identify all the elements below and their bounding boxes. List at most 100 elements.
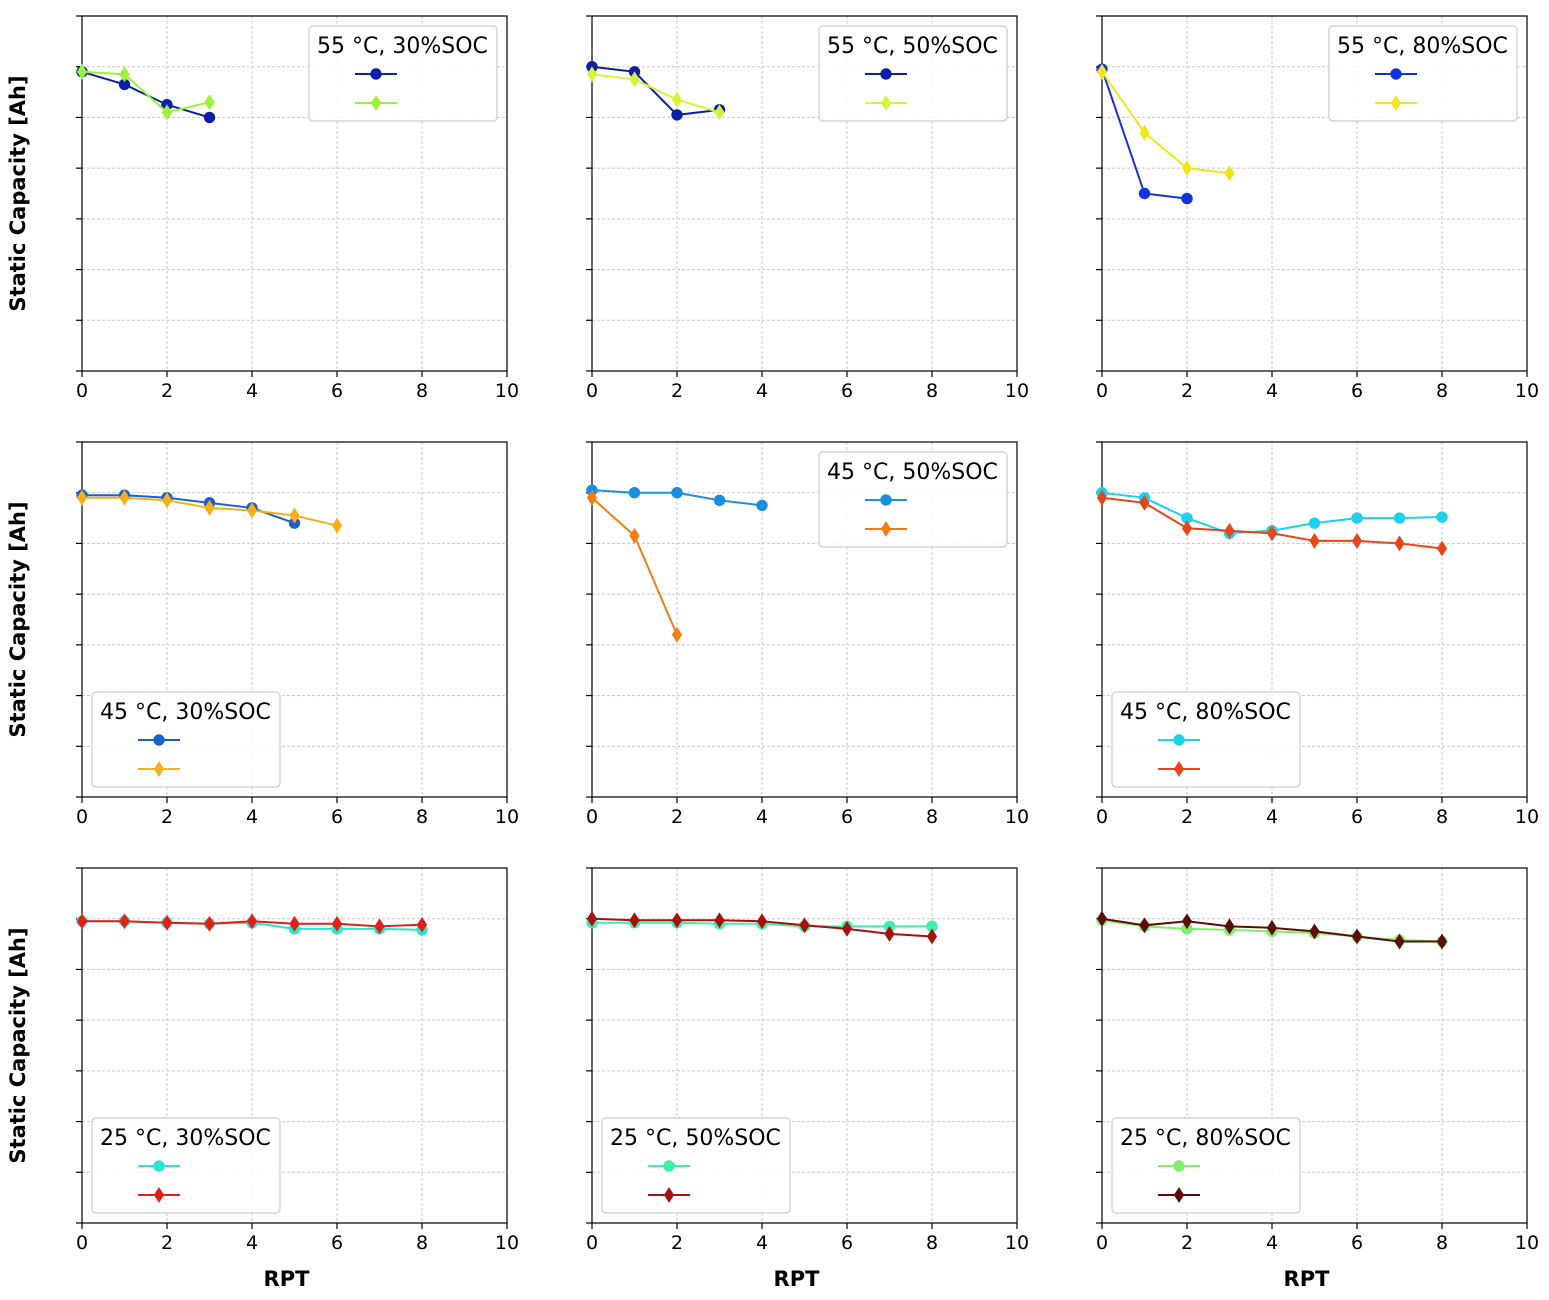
x-tick-label: 2	[671, 806, 683, 828]
x-tick-label: 10	[1005, 1232, 1029, 1254]
x-tick-label: 0	[76, 1232, 88, 1254]
data-point	[289, 915, 300, 932]
data-point	[246, 913, 258, 930]
data-point	[1139, 124, 1150, 141]
x-tick-label: 2	[1181, 806, 1193, 828]
legend-box	[308, 25, 498, 122]
x-tick-label: 4	[756, 1232, 768, 1254]
plot-frame	[81, 441, 508, 798]
x-tick-label: 6	[1351, 380, 1363, 402]
x-tick-label: 4	[1266, 806, 1278, 828]
data-point	[629, 527, 640, 544]
x-tick-label: 10	[1515, 380, 1539, 402]
data-point	[1436, 540, 1448, 557]
data-point	[1139, 917, 1150, 934]
data-point	[586, 66, 598, 83]
data-point	[1096, 489, 1108, 506]
x-tick-label: 2	[1181, 1232, 1193, 1254]
legend-box	[601, 1117, 791, 1214]
x-tick-label: 10	[1515, 806, 1539, 828]
data-point	[1096, 910, 1108, 927]
x-tick-label: 0	[586, 1232, 598, 1254]
x-tick-label: 2	[161, 380, 173, 402]
subplot-4: 0 2 4 6 8 10 Static Capacity [Ah] 45 °C, 30%SOC	[6, 441, 519, 828]
legend: 25 °C, 50%SOC	[601, 1117, 791, 1214]
x-tick-label: 10	[1005, 806, 1029, 828]
x-tick-label: 4	[246, 380, 258, 402]
x-tick-label: 0	[586, 806, 598, 828]
x-tick-label: 2	[1181, 380, 1193, 402]
legend-marker	[1173, 1187, 1185, 1203]
series-line-2	[591, 497, 678, 636]
data-point	[246, 502, 258, 519]
plot-frame	[591, 15, 1018, 372]
subplot-9: 0 2 4 6 8 10 RPT 25 °C, 80%SOC	[1096, 867, 1539, 1291]
x-tick-label: 0	[1096, 806, 1108, 828]
data-point	[416, 916, 428, 933]
legend-box	[1111, 691, 1301, 788]
subplot-6: 0 2 4 6 8 10 45 °C, 80%SOC	[1096, 441, 1539, 828]
x-axis-label: RPT	[264, 1267, 311, 1291]
series-line-2	[81, 70, 210, 114]
legend-marker	[1173, 1160, 1185, 1172]
x-tick-label: 8	[926, 1232, 938, 1254]
legend-title: 25 °C, 50%SOC	[610, 1126, 781, 1151]
legend-title: 25 °C, 80%SOC	[1120, 1126, 1291, 1151]
data-point	[628, 487, 641, 499]
data-point	[331, 915, 343, 932]
legend-box	[818, 451, 1008, 548]
x-tick-label: 0	[76, 380, 88, 402]
x-tick-label: 4	[246, 806, 258, 828]
data-point	[1393, 512, 1406, 524]
legend-marker	[1173, 734, 1185, 746]
plot-frame	[591, 441, 1018, 798]
data-point	[714, 912, 725, 929]
data-point	[1181, 192, 1193, 205]
data-point	[161, 104, 173, 121]
subplot-5: 0 2 4 6 8 10 45 °C, 50%SOC	[586, 441, 1029, 828]
x-tick-label: 4	[756, 380, 768, 402]
subplot-1: 0 2 4 6 8 10 Static Capacity [Ah] 55 °C, 30%SOC	[6, 15, 519, 402]
x-tick-label: 4	[246, 1232, 258, 1254]
data-point	[884, 926, 895, 942]
data-point	[1351, 928, 1363, 945]
x-tick-label: 4	[756, 806, 768, 828]
x-tick-label: 6	[1351, 806, 1363, 828]
x-tick-label: 8	[926, 806, 938, 828]
legend-box	[1111, 1117, 1301, 1214]
legend: 45 °C, 80%SOC	[1111, 691, 1301, 788]
legend-marker	[153, 734, 165, 746]
legend-marker	[1173, 761, 1185, 777]
data-point	[671, 626, 683, 643]
x-tick-label: 6	[841, 1232, 853, 1254]
legend-marker	[880, 521, 892, 537]
x-tick-label: 10	[495, 380, 519, 402]
x-tick-label: 8	[1436, 1232, 1448, 1254]
x-tick-label: 2	[671, 380, 683, 402]
data-point	[629, 71, 640, 88]
data-point	[1436, 933, 1448, 950]
subplot-8: 0 2 4 6 8 10 RPT 25 °C, 50%SOC	[586, 867, 1029, 1291]
legend: 55 °C, 30%SOC	[308, 25, 498, 122]
legend-box	[91, 1117, 281, 1214]
legend-marker	[153, 761, 165, 777]
data-point	[203, 111, 216, 124]
data-point	[1181, 160, 1193, 177]
x-axis-label: RPT	[1284, 1267, 1331, 1291]
plot-frame	[1101, 867, 1528, 1224]
legend-title: 25 °C, 30%SOC	[100, 1126, 271, 1151]
subplot-7: 0 2 4 6 8 10 Static Capacity [Ah] RPT 25 °C, 30%…	[6, 867, 519, 1291]
data-point	[331, 517, 343, 534]
legend-marker	[370, 68, 382, 80]
x-tick-label: 8	[1436, 806, 1448, 828]
data-point	[204, 500, 215, 516]
legend-box	[91, 691, 281, 788]
series-line-1	[591, 65, 720, 116]
plot-frame	[81, 15, 508, 372]
x-tick-label: 8	[416, 1232, 428, 1254]
y-axis-label: Static Capacity [Ah]	[6, 501, 30, 737]
legend-title: 45 °C, 30%SOC	[100, 700, 271, 725]
series-line-1	[82, 494, 295, 525]
legend-marker	[880, 95, 892, 111]
data-point	[1181, 520, 1193, 537]
